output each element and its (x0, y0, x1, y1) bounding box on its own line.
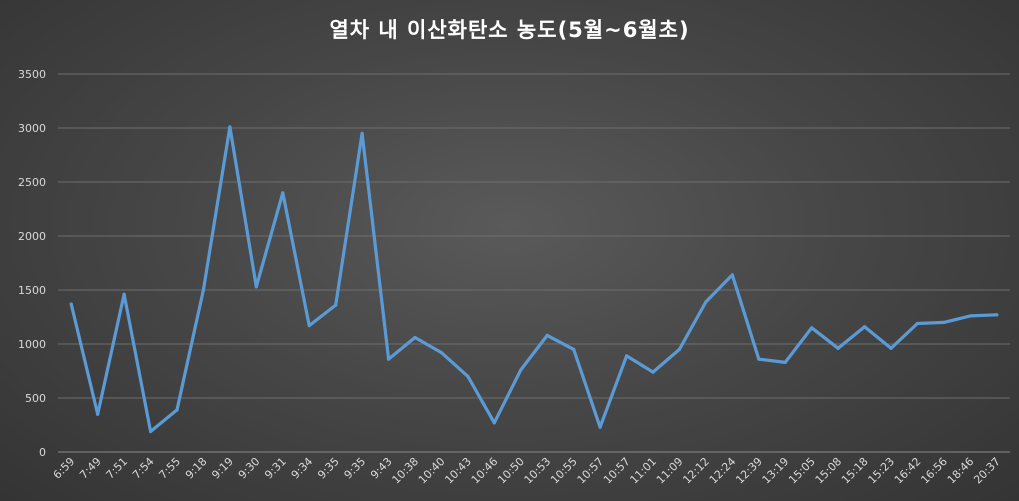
x-tick-label: 9:35 (342, 455, 369, 482)
y-tick-label: 0 (39, 446, 46, 459)
y-tick-label: 1500 (18, 284, 46, 297)
y-tick-label: 2500 (18, 176, 46, 189)
x-tick-label: 18:46 (945, 455, 977, 487)
x-tick-label: 9:19 (209, 455, 236, 482)
x-tick-label: 10:57 (601, 455, 633, 487)
x-tick-label: 7:55 (156, 455, 183, 482)
data-point (810, 326, 814, 330)
x-tick-label: 9:35 (315, 455, 342, 482)
data-point (413, 335, 417, 340)
data-point (201, 288, 206, 292)
x-tick-label: 13:19 (760, 455, 792, 487)
data-point (175, 408, 179, 412)
data-point (334, 303, 338, 307)
x-tick-label: 9:34 (289, 455, 316, 482)
x-tick-label: 9:18 (183, 455, 210, 482)
data-point (624, 354, 629, 358)
x-tick-label: 12:12 (680, 455, 712, 487)
x-tick-label: 10:40 (416, 455, 448, 487)
x-tick-label: 7:51 (104, 455, 131, 482)
data-point (598, 425, 602, 429)
data-point (572, 347, 576, 351)
x-tick-label: 10:57 (575, 455, 607, 487)
data-point (254, 285, 258, 289)
data-point (915, 321, 920, 326)
x-tick-label: 10:55 (548, 455, 580, 487)
x-tick-label: 10:46 (469, 455, 501, 487)
data-point (889, 346, 893, 350)
x-tick-label: 15:08 (813, 455, 845, 487)
x-tick-label: 11:01 (628, 455, 660, 487)
data-point (836, 346, 840, 350)
data-point (69, 302, 73, 306)
chart-title: 열차 내 이산화탄소 농도(5월~6월초) (329, 18, 690, 42)
x-tick-label: 20:37 (971, 455, 1003, 487)
x-tick-label: 9:31 (262, 455, 289, 482)
y-tick-label: 3000 (18, 122, 46, 135)
data-point (281, 191, 285, 195)
data-point (122, 292, 126, 296)
y-tick-label: 500 (25, 392, 46, 405)
x-tick-label: 16:56 (918, 455, 950, 487)
data-point (466, 374, 470, 378)
data-point (862, 325, 867, 329)
x-tick-label: 16:42 (892, 455, 924, 487)
data-point (704, 300, 708, 304)
data-point (492, 421, 496, 425)
data-point (96, 412, 100, 416)
data-point (730, 273, 734, 277)
data-point (783, 360, 787, 364)
y-tick-label: 3500 (18, 68, 46, 81)
data-point (307, 324, 311, 328)
x-tick-label: 10:53 (522, 455, 554, 487)
data-point (360, 131, 364, 135)
x-tick-label: 15:18 (839, 455, 871, 487)
x-tick-label: 10:43 (442, 455, 474, 487)
x-tick-label: 7:54 (130, 455, 157, 482)
data-point (677, 347, 682, 351)
x-tick-label: 12:24 (707, 455, 739, 487)
data-point (995, 313, 999, 317)
data-point (651, 370, 655, 374)
x-tick-label: 6:59 (51, 455, 78, 482)
data-point (519, 368, 523, 372)
x-tick-label: 12:39 (733, 455, 765, 487)
x-tick-label: 10:50 (495, 455, 527, 487)
data-point (228, 125, 232, 129)
data-point (386, 357, 391, 361)
data-point (757, 357, 761, 361)
x-tick-label: 9:30 (236, 455, 263, 482)
x-tick-label: 11:09 (654, 455, 686, 487)
x-tick-label: 10:38 (390, 455, 422, 487)
data-point (942, 320, 946, 324)
y-tick-label: 1000 (18, 338, 46, 351)
data-point (439, 351, 444, 355)
data-point (545, 333, 549, 337)
y-tick-label: 2000 (18, 230, 46, 243)
data-point (968, 314, 972, 318)
x-tick-label: 15:23 (866, 455, 898, 487)
data-point (148, 429, 153, 434)
x-tick-label: 15:05 (786, 455, 818, 487)
x-tick-label: 7:49 (77, 455, 104, 482)
series-line (69, 125, 999, 434)
